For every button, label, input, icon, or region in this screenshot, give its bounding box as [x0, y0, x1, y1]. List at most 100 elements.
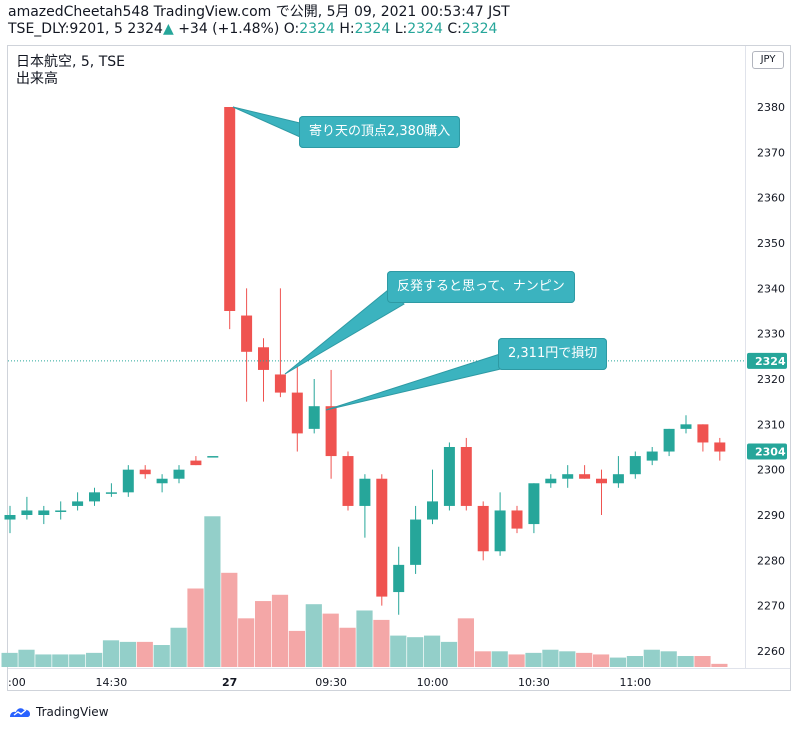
price-tick-label: 2380: [757, 101, 785, 114]
candle-body: [697, 424, 709, 443]
low-value: 2324: [407, 21, 443, 37]
volume-layer: [1, 516, 728, 667]
time-tick-label: 14:30: [96, 676, 128, 689]
volume-bar: [440, 641, 458, 667]
candle-body: [190, 460, 202, 466]
price-tick-label: 2370: [757, 146, 785, 159]
annotation-pointer: [232, 106, 301, 138]
candle-body: [393, 564, 405, 593]
volume-bar: [593, 654, 610, 667]
volume-bar: [373, 619, 390, 667]
price-tick-label: 2300: [757, 464, 785, 477]
tradingview-logo-icon: [10, 708, 30, 717]
candle-body: [494, 510, 506, 552]
time-tick-label: 11:00: [619, 676, 651, 689]
candle-body: [122, 469, 134, 493]
volume-bar: [255, 601, 272, 667]
volume-bar: [339, 627, 356, 667]
volume-bar: [390, 635, 407, 667]
volume-bar: [491, 651, 508, 667]
time-tick-label: 10:30: [518, 676, 550, 689]
footer-brand: TradingView: [36, 705, 109, 719]
price-tick-label: 2330: [757, 328, 785, 341]
candle-body: [460, 447, 472, 506]
candle-body: [427, 501, 438, 520]
volume-bar: [35, 654, 52, 667]
annotation-pointer: [325, 353, 506, 411]
price-tick-label: 2290: [757, 509, 785, 522]
volume-bar: [119, 641, 136, 667]
candle-body: [579, 474, 591, 479]
candle-body: [680, 424, 692, 429]
time-tick-label: :00: [8, 676, 26, 689]
high-label: H:: [339, 21, 355, 37]
publish-info: amazedCheetah548 TradingView.com で公開, 5月…: [8, 4, 510, 20]
candle-body: [55, 510, 67, 512]
volume-bar: [660, 651, 677, 667]
annotation-stoploss[interactable]: 2,311円で損切: [498, 338, 608, 370]
volume-bar: [238, 618, 255, 667]
last-price: 2324: [127, 21, 163, 37]
overlay-layer: [8, 106, 745, 411]
volume-bar: [136, 641, 153, 667]
price-tick-label: 2320: [757, 373, 785, 386]
chart-frame: [7, 45, 791, 691]
volume-bar: [643, 649, 660, 667]
close-label: C:: [447, 21, 462, 37]
legend-volume[interactable]: 出来高: [16, 71, 58, 87]
volume-bar: [424, 635, 441, 667]
candle-body: [156, 478, 168, 484]
candle-body: [325, 406, 337, 457]
last-price-label: 2324: [755, 355, 786, 368]
price-tick-label: 2340: [757, 282, 785, 295]
candle-body: [89, 492, 100, 502]
volume-bar: [102, 640, 120, 667]
annotation-averaging[interactable]: 反発すると思って、ナンピン: [387, 271, 575, 303]
volume-bar: [204, 516, 221, 667]
symbol-label: TSE_DLY:9201, 5: [8, 21, 123, 37]
candle-body: [173, 469, 185, 479]
candle-body: [528, 483, 540, 525]
axis-layer: 2260 2270 2280 2290 2300 2310 2320 2330 2340 2350…: [8, 46, 790, 689]
open-value: 2324: [299, 21, 335, 37]
candle-body: [596, 478, 607, 484]
candle-body: [258, 347, 269, 370]
candle-body: [443, 447, 455, 506]
volume-bar: [288, 630, 305, 667]
volume-bar: [170, 627, 187, 667]
footer[interactable]: TradingView: [8, 704, 109, 720]
price-tick-label: 2310: [757, 418, 785, 431]
high-value: 2324: [354, 21, 391, 37]
volume-bar: [677, 656, 694, 667]
volume-bar: [626, 656, 643, 667]
volume-bar: [474, 651, 491, 667]
low-label: L:: [394, 21, 408, 37]
candle-body: [274, 374, 286, 393]
price-tick-label: 2280: [757, 554, 785, 567]
currency-button[interactable]: JPY: [752, 51, 784, 69]
volume-bar: [271, 594, 289, 667]
volume-bar: [322, 613, 339, 667]
annotation-buy[interactable]: 寄り天の頂点2,380購入: [299, 116, 461, 148]
candle-body: [72, 501, 84, 506]
candle-body: [477, 505, 489, 552]
price-tick-label: 2350: [757, 237, 785, 250]
volume-bar: [508, 654, 525, 667]
volume-bar: [221, 572, 238, 667]
volume-bar: [18, 649, 35, 667]
candle-body: [4, 515, 16, 520]
price-tick-label: 2360: [757, 192, 785, 205]
price-change: +34 (+1.48%): [178, 21, 280, 37]
candle-body: [359, 478, 371, 506]
open-label: O:: [283, 21, 300, 37]
last-price-label: 2304: [755, 446, 786, 459]
candle-body: [38, 510, 50, 515]
price-tick-label: 2260: [757, 645, 785, 658]
volume-bar: [52, 654, 69, 667]
candle-body: [646, 451, 658, 461]
candle-layer: [4, 107, 726, 615]
volume-bar: [305, 604, 322, 667]
candle-body: [224, 107, 236, 311]
legend-symbol[interactable]: 日本航空, 5, TSE: [16, 54, 125, 70]
